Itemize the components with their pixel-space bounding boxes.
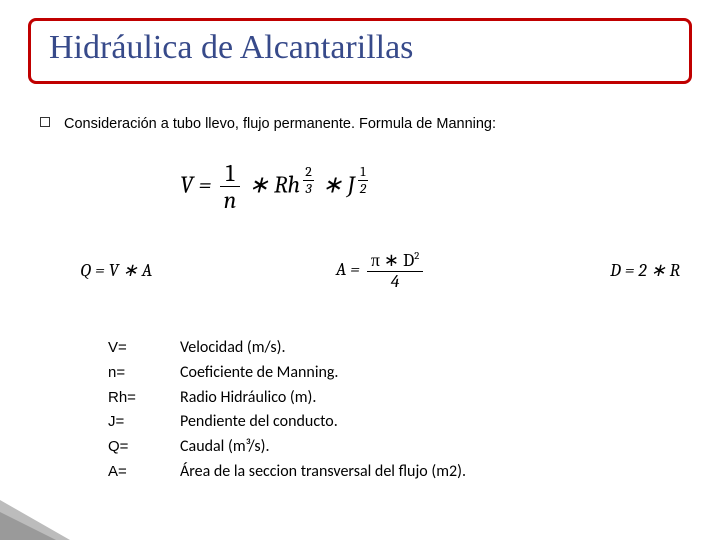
- frac-1-over-n: 1 n: [220, 160, 241, 214]
- def-row: J= Pendiente del conducto.: [108, 410, 466, 435]
- def-row: Rh= Radio Hidráulico (m).: [108, 386, 466, 411]
- a-D: D: [403, 250, 414, 271]
- frac-piD2-4: π ∗ D2 4: [367, 250, 423, 292]
- def-sym: Q=: [108, 435, 180, 460]
- a-den: 4: [367, 272, 423, 292]
- var-Rh: Rh: [274, 171, 300, 199]
- def-desc: Coeficiente de Manning.: [180, 361, 338, 386]
- d-R: R: [670, 260, 680, 281]
- def-row: n= Coeficiente de Manning.: [108, 361, 466, 386]
- exp1-num: 2: [303, 164, 314, 180]
- var-J: J: [348, 171, 355, 199]
- def-row: V= Velocidad (m/s).: [108, 336, 466, 361]
- exp2-den: 2: [358, 181, 368, 196]
- q-A: A: [142, 260, 152, 281]
- definitions-table: V= Velocidad (m/s). n= Coeficiente de Ma…: [108, 336, 466, 485]
- def-desc: Velocidad (m/s).: [180, 336, 286, 361]
- formula-row: Q = V ∗ A A = π ∗ D2 4 D = 2 ∗ R: [80, 250, 680, 292]
- def-row: Q= Caudal (m³/s).: [108, 435, 466, 460]
- def-row: A= Área de la seccion transversal del fl…: [108, 460, 466, 485]
- exp-1-2: 12: [358, 164, 368, 196]
- d-eq: =: [625, 260, 639, 281]
- eq-sign: =: [199, 171, 217, 199]
- a-A: A: [336, 259, 346, 280]
- exp1-den: 3: [303, 181, 314, 196]
- a-sq: 2: [414, 249, 419, 262]
- exp-2-3: 23: [303, 164, 314, 196]
- q-Q: Q: [80, 260, 91, 281]
- d-D: D: [610, 260, 621, 281]
- var-V: V: [180, 171, 193, 199]
- def-desc: Caudal (m³/s).: [180, 435, 269, 460]
- a-num: π ∗ D2: [367, 250, 423, 272]
- a-eq: =: [350, 259, 364, 280]
- q-eq: =: [95, 260, 109, 281]
- def-sym: n=: [108, 361, 180, 386]
- bullet-line: Consideración a tubo llevo, flujo perman…: [40, 116, 690, 132]
- times-1: ∗: [249, 171, 269, 199]
- d-times: ∗: [651, 260, 666, 281]
- bullet-text: Consideración a tubo llevo, flujo perman…: [64, 116, 496, 132]
- title-box: Hidráulica de Alcantarillas: [28, 18, 692, 84]
- formula-manning: V = 1 n ∗ Rh23 ∗ J12: [180, 160, 371, 214]
- q-V: V: [109, 260, 119, 281]
- def-sym: J=: [108, 410, 180, 435]
- frac-den: n: [220, 187, 241, 213]
- times-2: ∗: [322, 171, 342, 199]
- slide-title: Hidráulica de Alcantarillas: [49, 29, 671, 67]
- a-pi: π: [371, 250, 380, 271]
- a-times: ∗: [384, 250, 399, 271]
- d-two: 2: [638, 260, 646, 281]
- def-desc: Pendiente del conducto.: [180, 410, 338, 435]
- frac-num: 1: [220, 160, 241, 187]
- def-desc: Radio Hidráulico (m).: [180, 386, 316, 411]
- formula-D: D = 2 ∗ R: [610, 260, 680, 281]
- q-times: ∗: [123, 260, 138, 281]
- def-sym: Rh=: [108, 386, 180, 411]
- formula-Q: Q = V ∗ A: [80, 260, 152, 281]
- def-desc: Área de la seccion transversal del flujo…: [180, 460, 466, 485]
- corner-decoration: [0, 512, 56, 540]
- def-sym: V=: [108, 336, 180, 361]
- formula-A: A = π ∗ D2 4: [336, 250, 426, 292]
- exp2-num: 1: [358, 164, 368, 180]
- bullet-icon: [40, 117, 50, 127]
- def-sym: A=: [108, 460, 180, 485]
